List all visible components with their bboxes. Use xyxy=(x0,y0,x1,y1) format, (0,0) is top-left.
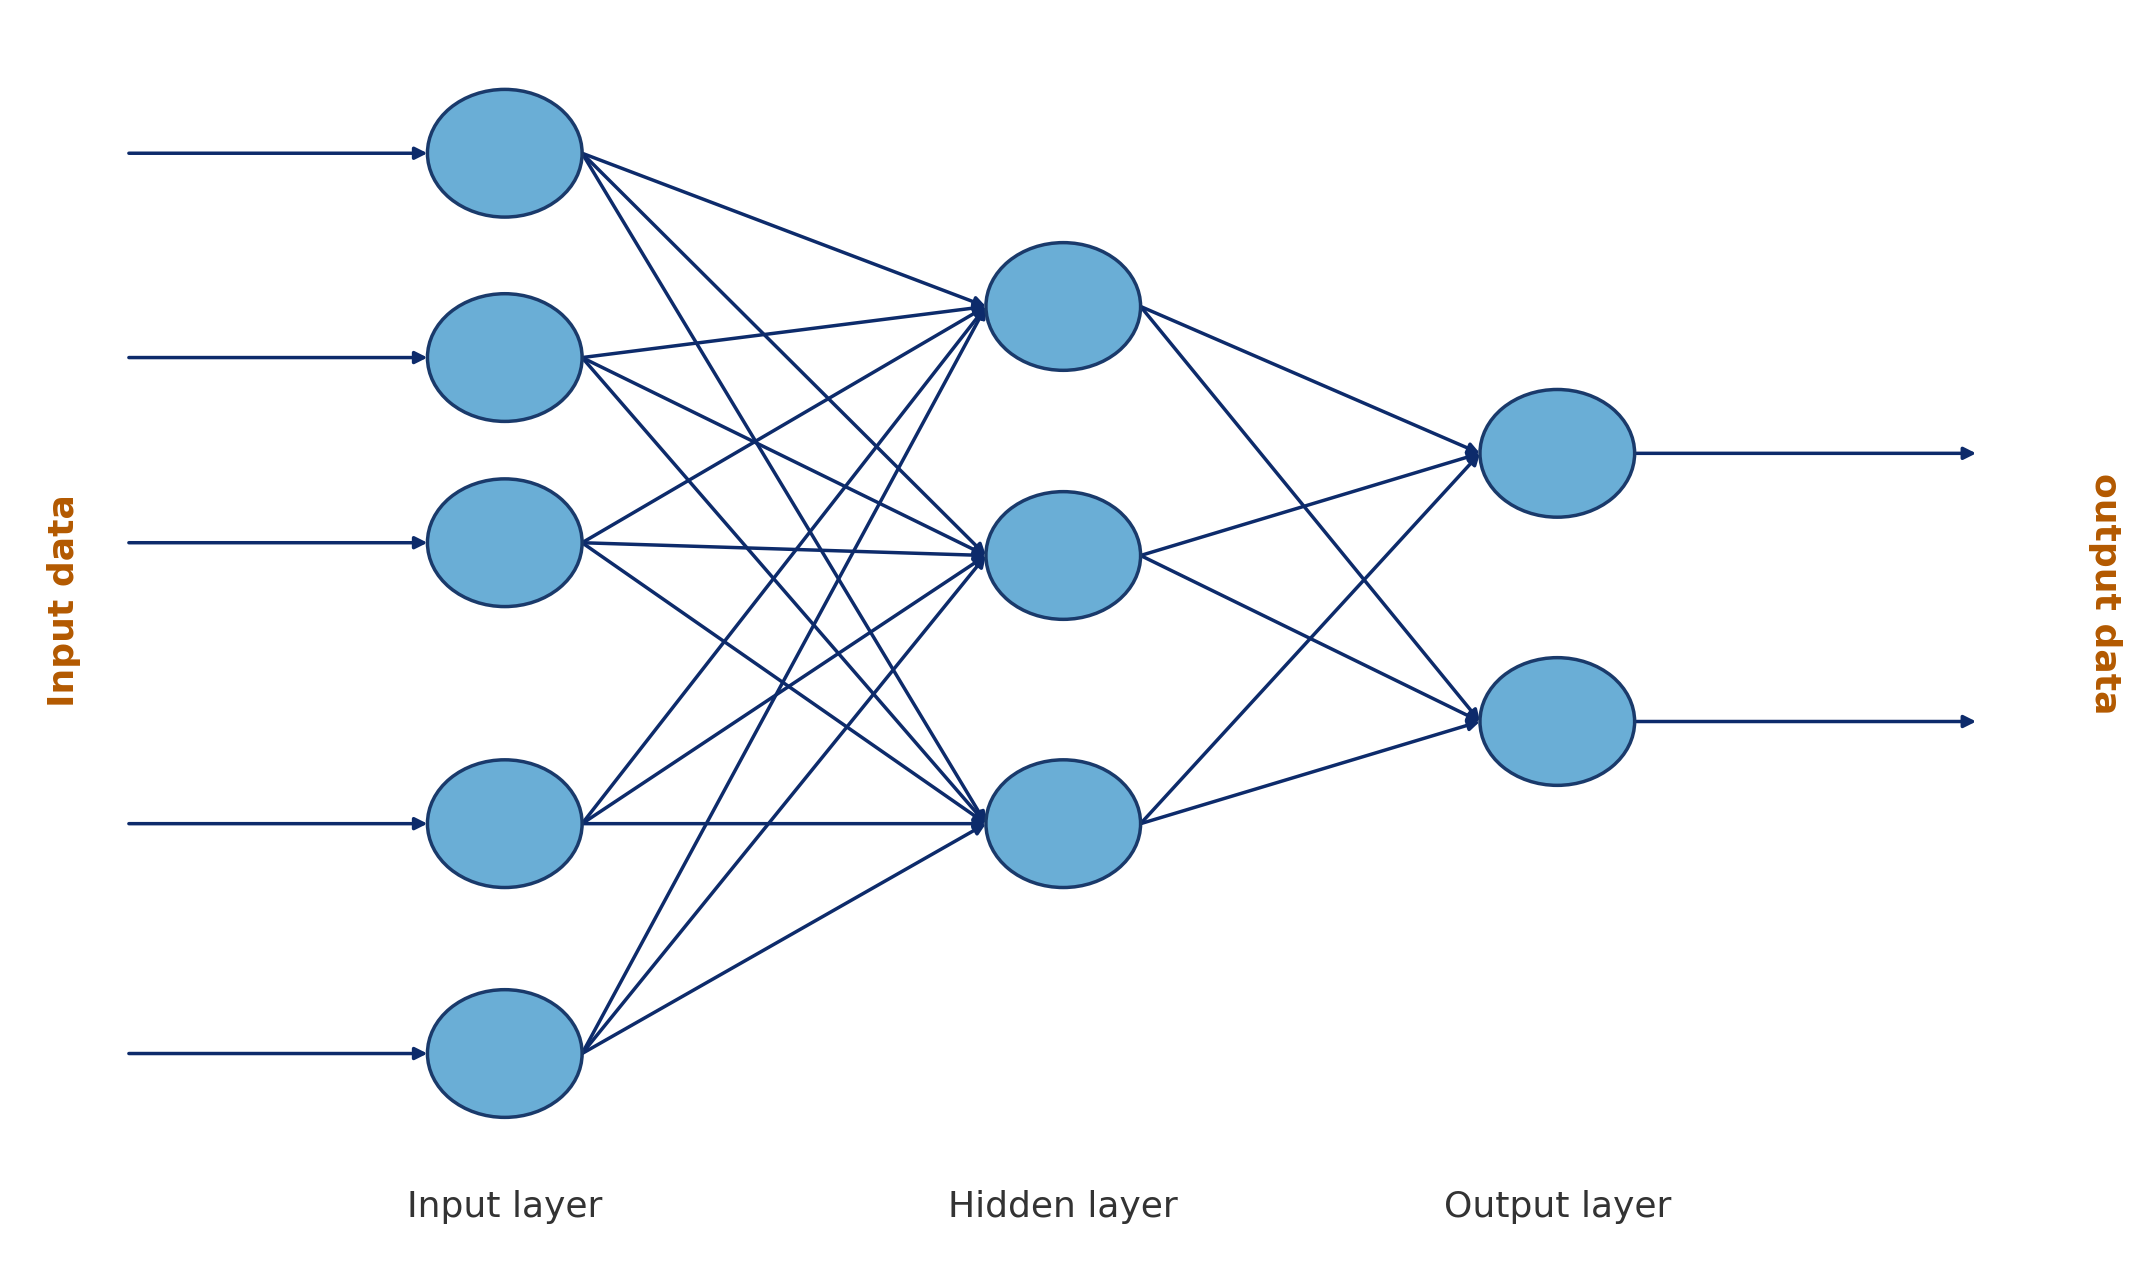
Ellipse shape xyxy=(986,243,1141,370)
Text: Input data: Input data xyxy=(47,494,82,706)
Text: output data: output data xyxy=(2088,472,2122,715)
Ellipse shape xyxy=(427,760,582,888)
Ellipse shape xyxy=(986,492,1141,619)
Text: Input layer: Input layer xyxy=(408,1190,601,1223)
Text: Hidden layer: Hidden layer xyxy=(949,1190,1177,1223)
Ellipse shape xyxy=(427,89,582,217)
Ellipse shape xyxy=(1480,658,1635,785)
Text: Output layer: Output layer xyxy=(1443,1190,1671,1223)
Ellipse shape xyxy=(427,990,582,1117)
Ellipse shape xyxy=(427,479,582,607)
Ellipse shape xyxy=(986,760,1141,888)
Ellipse shape xyxy=(1480,389,1635,517)
Ellipse shape xyxy=(427,294,582,421)
